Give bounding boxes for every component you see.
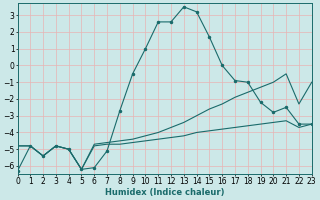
X-axis label: Humidex (Indice chaleur): Humidex (Indice chaleur) (105, 188, 224, 197)
